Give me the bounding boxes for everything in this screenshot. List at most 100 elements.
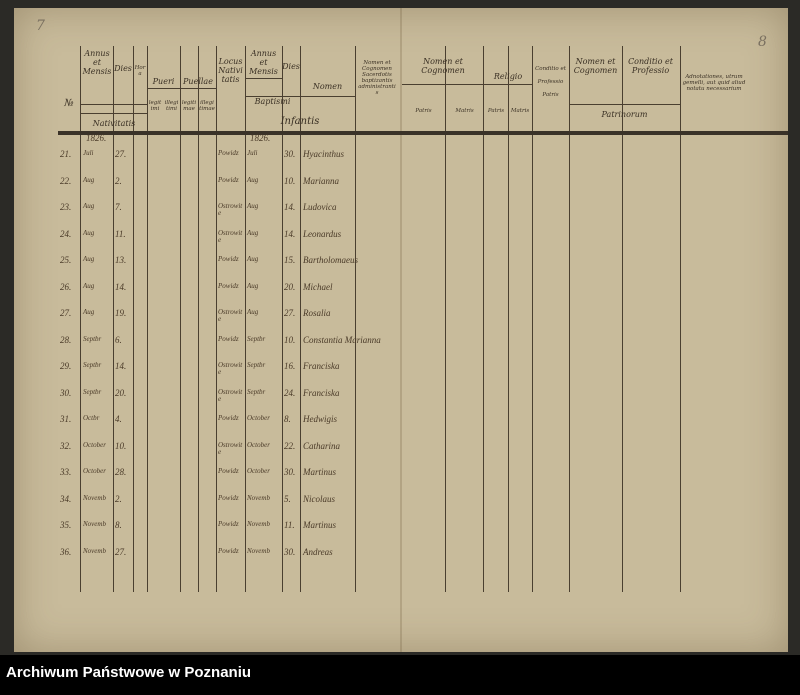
header-adnotationes: Adnotationes, utrum gemelli, aut quid al…	[682, 74, 746, 93]
cell-bmonth: Novemb	[247, 520, 270, 528]
cell-name: Franciska	[303, 361, 340, 371]
cell-day: 19.	[115, 308, 127, 318]
cell-month: Novemb	[83, 493, 106, 502]
cell-place: Powidz	[218, 493, 239, 502]
cell-month: Aug	[83, 175, 95, 184]
cell-no: 27.	[60, 308, 72, 318]
cell-bmonth: Aug	[247, 255, 259, 263]
register-page-scan: 7 8 № Annus et Mensis Dies Hora Nativita…	[14, 8, 788, 652]
cell-place: Powidz	[218, 467, 239, 475]
cell-no: 35.	[60, 520, 72, 530]
cell-no: 31.	[60, 414, 72, 424]
header-religio-matris: Matris	[510, 108, 530, 114]
cell-bday: 14.	[284, 202, 296, 212]
cell-month: Aug	[83, 281, 95, 290]
cell-name: Hedwigis	[303, 414, 338, 424]
cell-bday: 10.	[284, 175, 296, 186]
cell-month: Aug	[83, 228, 95, 237]
cell-no: 26.	[60, 281, 72, 292]
cell-bmonth: October	[247, 440, 270, 449]
header-annus-mensis: Annus et Mensis	[82, 49, 112, 76]
cell-bmonth: October	[247, 414, 270, 422]
column-rule	[532, 46, 534, 592]
cell-day: 7.	[115, 202, 122, 212]
header-rule	[569, 104, 680, 105]
year-nativitatis: 1826.	[86, 133, 107, 143]
cell-name: Martinus	[303, 520, 337, 530]
cell-bday: 27.	[284, 308, 296, 318]
header-nomen: Nomen	[312, 82, 343, 91]
header-nomen-patrinorum: Nomen et Cognomen	[573, 57, 618, 75]
page-number-left: 7	[36, 18, 45, 34]
column-rule	[445, 46, 447, 592]
header-rule	[80, 113, 147, 114]
cell-day: 27.	[115, 546, 127, 557]
cell-day: 11.	[115, 228, 126, 239]
cell-month: Septbr	[83, 334, 102, 343]
cell-no: 32.	[60, 440, 72, 451]
header-rule	[245, 96, 355, 97]
cell-day: 14.	[115, 281, 127, 292]
cell-name: Ludovica	[303, 202, 337, 212]
column-rule	[180, 46, 182, 592]
cell-month: Novemb	[83, 546, 106, 555]
cell-place: Ostrowite	[218, 202, 243, 218]
cell-no: 28.	[60, 334, 72, 345]
cell-day: 27.	[115, 149, 127, 159]
cell-no: 22.	[60, 175, 72, 186]
header-puellae-illegit: illegitimae	[199, 100, 215, 113]
cell-bday: 11.	[284, 520, 295, 530]
cell-bmonth: Novemb	[247, 493, 270, 502]
column-rule	[508, 46, 510, 592]
column-rule	[216, 46, 218, 592]
column-rule	[147, 46, 149, 592]
cell-place: Ostrowite	[218, 228, 243, 244]
cell-bmonth: Aug	[247, 281, 259, 290]
cell-no: 29.	[60, 361, 72, 371]
header-rule	[483, 84, 532, 85]
cell-bday: 15.	[284, 255, 296, 265]
header-dies: Dies	[114, 64, 132, 73]
header-rule	[402, 84, 483, 85]
cell-day: 8.	[115, 520, 122, 530]
header-religio: Religio	[493, 72, 523, 81]
header-pueri: Pueri	[152, 77, 175, 86]
column-rule	[80, 46, 82, 592]
cell-bday: 30.	[284, 149, 296, 159]
header-nomen-cognomen: Nomen et Cognomen	[421, 57, 465, 75]
cell-bday: 16.	[284, 361, 296, 371]
cell-month: Septbr	[83, 361, 102, 369]
cell-name: Rosalia	[303, 308, 331, 318]
header-conditio-patris: Conditio et Professio Patris	[535, 66, 566, 99]
cell-name: Catharina	[303, 440, 341, 451]
year-baptismi: 1826.	[250, 133, 271, 143]
footer-bar: Archiwum Państwowe w Poznaniu	[0, 655, 800, 695]
header-infantis: Infantis	[280, 116, 320, 127]
cell-name: Andreas	[303, 546, 333, 557]
cell-place: Ostrowite	[218, 361, 243, 377]
cell-place: Powidz	[218, 520, 239, 528]
cell-name: Martinus	[303, 467, 337, 477]
cell-place: Powidz	[218, 175, 239, 184]
cell-day: 10.	[115, 440, 127, 451]
cell-month: Aug	[83, 308, 95, 316]
header-matris: Matris	[455, 108, 474, 114]
cell-month: October	[83, 467, 106, 475]
cell-day: 6.	[115, 334, 122, 345]
cell-month: Septbr	[83, 387, 102, 396]
header-hora: Hora	[134, 65, 146, 78]
column-rule	[569, 46, 571, 592]
cell-month: October	[83, 440, 106, 449]
cell-bday: 22.	[284, 440, 296, 451]
header-rule	[80, 104, 147, 105]
header-pueri-illegit: illegitimi	[164, 100, 179, 113]
cell-bmonth: Aug	[247, 228, 259, 237]
page-fold	[400, 8, 402, 652]
cell-day: 28.	[115, 467, 127, 477]
cell-day: 13.	[115, 255, 127, 265]
cell-bmonth: Septbr	[247, 361, 266, 369]
cell-name: Franciska	[303, 387, 340, 398]
header-pueri-legit: legitimi	[148, 100, 162, 113]
cell-no: 25.	[60, 255, 72, 265]
cell-day: 2.	[115, 175, 122, 186]
